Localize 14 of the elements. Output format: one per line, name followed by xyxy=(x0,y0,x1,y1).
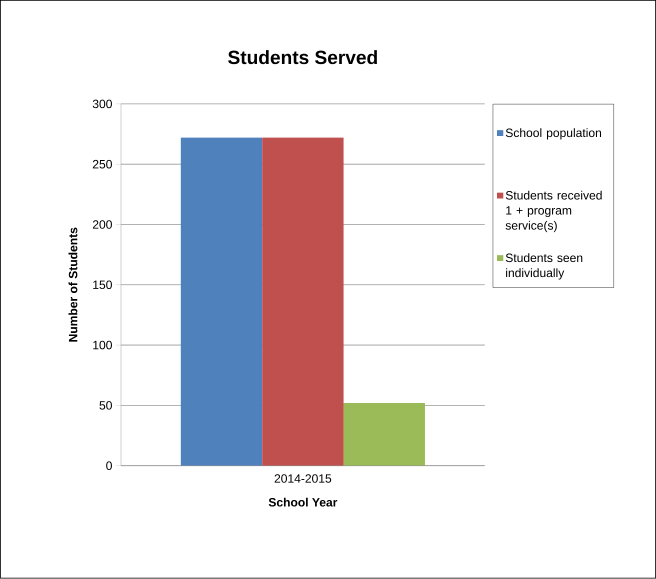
y-tick-label: 200 xyxy=(92,220,112,229)
y-tick-label: 100 xyxy=(93,341,112,350)
legend-label: Students received 1 + program service(s) xyxy=(506,190,602,232)
x-axis-title: School Year xyxy=(268,498,338,507)
y-tick-label: 0 xyxy=(106,462,112,470)
y-tick-label: 50 xyxy=(99,401,112,410)
y-tick-label: 300 xyxy=(92,100,112,108)
x-tick-label: 2014-2015 xyxy=(274,474,332,483)
chart-title: Students Served xyxy=(228,50,377,64)
y-axis-title: Number of Students xyxy=(68,228,78,342)
legend-label: Students seen individually xyxy=(506,253,582,280)
legend-label: School population xyxy=(506,128,602,140)
y-tick-label: 250 xyxy=(92,160,112,169)
y-tick-label: 150 xyxy=(93,280,112,290)
